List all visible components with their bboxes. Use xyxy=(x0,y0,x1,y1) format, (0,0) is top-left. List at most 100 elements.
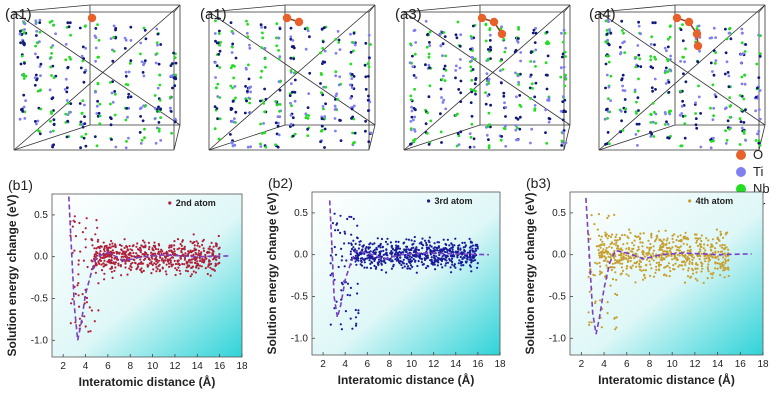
data-point xyxy=(432,247,435,250)
lattice-atom xyxy=(724,129,727,133)
lattice-atom xyxy=(153,106,157,110)
lattice-atom xyxy=(636,144,639,147)
data-point xyxy=(726,231,729,234)
y-tick-label: -0.5 xyxy=(31,293,49,304)
data-point xyxy=(621,262,624,265)
lattice-atom xyxy=(216,95,220,98)
lattice-atom xyxy=(129,59,133,63)
lattice-atom xyxy=(143,59,147,63)
lattice-atom xyxy=(606,38,609,42)
data-point xyxy=(350,215,353,219)
data-point xyxy=(117,262,120,265)
data-point xyxy=(423,253,426,256)
data-point xyxy=(136,254,139,257)
lattice-atom xyxy=(740,126,744,130)
lattice-atom xyxy=(172,51,176,55)
lattice-atom xyxy=(607,142,611,146)
lattice-atom xyxy=(741,52,745,56)
data-point xyxy=(356,292,359,295)
lattice-atom xyxy=(64,112,68,116)
lattice-atom xyxy=(518,94,522,97)
lattice-atom xyxy=(427,143,431,146)
data-point xyxy=(594,261,597,264)
lattice-atom xyxy=(349,50,353,54)
data-point xyxy=(354,324,358,327)
lattice-atom xyxy=(234,56,238,60)
data-point xyxy=(717,250,720,253)
oxygen-chain xyxy=(87,13,97,23)
data-point xyxy=(166,252,169,255)
data-point xyxy=(346,282,350,285)
data-point xyxy=(642,269,645,272)
data-point xyxy=(113,263,116,266)
data-point xyxy=(200,251,203,254)
data-point xyxy=(174,262,178,266)
data-point xyxy=(451,260,454,264)
lattice-atom xyxy=(519,105,523,108)
data-point xyxy=(466,251,470,254)
fit-curve xyxy=(68,196,231,341)
data-point xyxy=(614,292,617,296)
data-point xyxy=(363,266,366,269)
lattice-atom xyxy=(109,81,112,84)
x-tick-label: 18 xyxy=(236,361,248,372)
data-point xyxy=(724,258,727,261)
lattice-atom xyxy=(247,63,250,67)
data-point xyxy=(683,281,687,284)
lattice-atom xyxy=(229,84,233,88)
data-point xyxy=(470,261,473,264)
lattice-atom xyxy=(124,118,128,122)
data-point xyxy=(476,262,479,265)
lattice-atom xyxy=(129,39,133,42)
fit-curve xyxy=(328,200,489,318)
data-point xyxy=(139,249,142,252)
lattice-atom xyxy=(320,91,323,95)
lattice-atom xyxy=(424,19,428,23)
lattice-atom xyxy=(95,144,99,148)
data-point xyxy=(362,258,365,261)
lattice-atom xyxy=(65,135,69,139)
data-point xyxy=(394,240,398,243)
data-point xyxy=(191,249,194,253)
lattice-atom xyxy=(665,120,668,124)
lattice-atom xyxy=(469,65,473,69)
data-point xyxy=(703,243,706,246)
data-point xyxy=(672,268,675,271)
data-point xyxy=(671,234,674,237)
data-point xyxy=(410,248,413,251)
lattice-atom xyxy=(109,116,112,119)
data-point xyxy=(429,244,432,247)
data-point xyxy=(354,308,357,312)
data-point xyxy=(451,246,454,249)
data-point xyxy=(130,266,133,269)
lattice-atom xyxy=(443,35,447,38)
lattice-atom xyxy=(156,86,160,90)
atom-cube-a4: (a4) xyxy=(585,0,780,170)
data-point xyxy=(125,257,128,260)
lattice-atom xyxy=(711,83,715,87)
lattice-atom xyxy=(319,82,322,85)
panel-label: (a3) xyxy=(395,6,422,23)
cube-frame xyxy=(598,4,766,151)
data-point xyxy=(715,228,718,231)
lattice-atom xyxy=(663,111,667,114)
data-point xyxy=(183,263,186,266)
data-point xyxy=(208,260,211,263)
lattice-atom xyxy=(757,139,761,143)
data-point xyxy=(208,263,211,266)
data-point xyxy=(93,247,96,250)
lattice-atom xyxy=(636,129,640,133)
data-point xyxy=(174,273,177,277)
lattice-atom xyxy=(159,43,163,46)
data-point xyxy=(154,263,158,266)
data-point xyxy=(698,258,701,261)
data-point xyxy=(436,241,439,244)
data-point xyxy=(451,243,454,246)
lattice-atom xyxy=(96,55,100,59)
x-axis-label: Interatomic distance (Å) xyxy=(598,372,735,387)
data-point xyxy=(601,250,604,253)
lattice-atom xyxy=(759,52,762,56)
data-point xyxy=(449,266,452,269)
data-point xyxy=(150,272,153,275)
lattice-atom xyxy=(621,73,625,77)
